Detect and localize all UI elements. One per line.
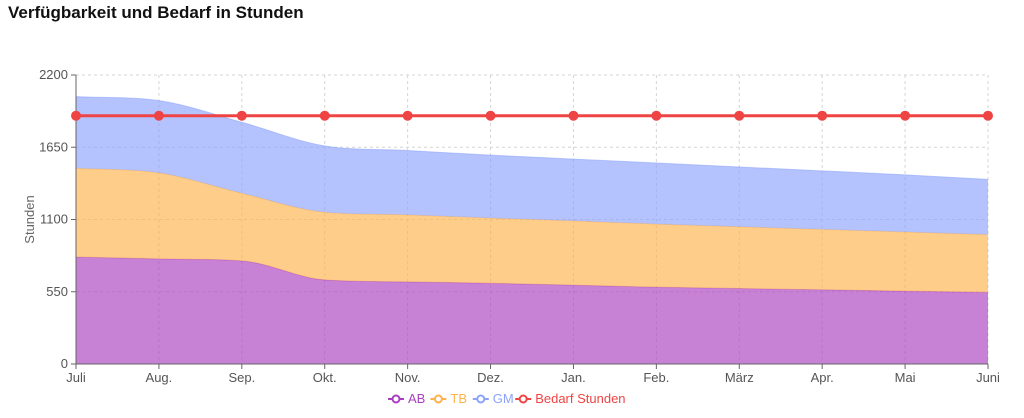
legend-marker-icon: [518, 394, 528, 404]
y-tick-label: 2200: [39, 67, 68, 82]
legend-item-gm[interactable]: GM: [472, 391, 514, 406]
x-tick-label: März: [725, 370, 754, 385]
legend-marker-icon: [476, 394, 486, 404]
legend-item-bedarf-stunden[interactable]: Bedarf Stunden: [515, 391, 626, 406]
legend-label: AB: [408, 391, 425, 406]
x-tick-label: Nov.: [395, 370, 421, 385]
data-point-bedarf-stunden[interactable]: [983, 110, 993, 121]
legend: AB TB GM Bedarf Stunden: [388, 391, 626, 406]
data-point-bedarf-stunden[interactable]: [236, 110, 247, 121]
data-point-bedarf-stunden[interactable]: [485, 110, 496, 121]
area-ab: [76, 256, 988, 364]
x-tick-label: Juni: [976, 370, 1000, 385]
data-point-bedarf-stunden[interactable]: [651, 110, 662, 121]
area-gm: [76, 96, 988, 235]
area-edge-gm: [75, 96, 989, 180]
data-point-bedarf-stunden[interactable]: [900, 110, 911, 121]
x-tick-label: Aug.: [146, 370, 173, 385]
legend-marker-icon: [391, 394, 401, 404]
x-tick-label: Okt.: [313, 370, 337, 385]
y-tick-label: 550: [46, 284, 68, 299]
legend-item-ab[interactable]: AB: [388, 391, 425, 406]
data-point-bedarf-stunden[interactable]: [734, 110, 745, 121]
chart-title: Verfügbarkeit und Bedarf in Stunden: [8, 3, 304, 22]
data-point-bedarf-stunden[interactable]: [319, 110, 330, 121]
data-point-bedarf-stunden[interactable]: [402, 110, 413, 121]
x-tick-label: Feb.: [643, 370, 669, 385]
area-edge-ab: [75, 256, 989, 293]
legend-label: TB: [450, 391, 467, 406]
x-tick-label: Apr.: [811, 370, 834, 385]
y-axis-title: Stunden: [22, 195, 37, 243]
x-tick-label: Jan.: [561, 370, 586, 385]
x-tick-label: Juli: [66, 370, 86, 385]
data-point-bedarf-stunden[interactable]: [817, 110, 828, 121]
legend-label: GM: [493, 391, 514, 406]
area-tb: [76, 168, 988, 293]
line-series: [71, 110, 993, 121]
legend-item-tb[interactable]: TB: [430, 391, 467, 406]
legend-label: Bedarf Stunden: [535, 391, 625, 406]
area-series: [75, 96, 989, 364]
x-tick-label: Dez.: [477, 370, 504, 385]
x-tick-label: Mai: [895, 370, 916, 385]
data-point-bedarf-stunden[interactable]: [568, 110, 579, 121]
x-tick-label: Sep.: [228, 370, 255, 385]
data-point-bedarf-stunden[interactable]: [153, 110, 164, 121]
y-tick-label: 0: [61, 356, 68, 371]
y-tick-label: 1650: [39, 139, 68, 154]
data-point-bedarf-stunden[interactable]: [71, 110, 81, 121]
y-tick-label: 1100: [40, 212, 68, 227]
axes: 0 550 1100 1650 2200 Juli Aug. Sep. Okt. Nov. Dez.…: [22, 67, 1000, 385]
legend-marker-icon: [433, 394, 443, 404]
